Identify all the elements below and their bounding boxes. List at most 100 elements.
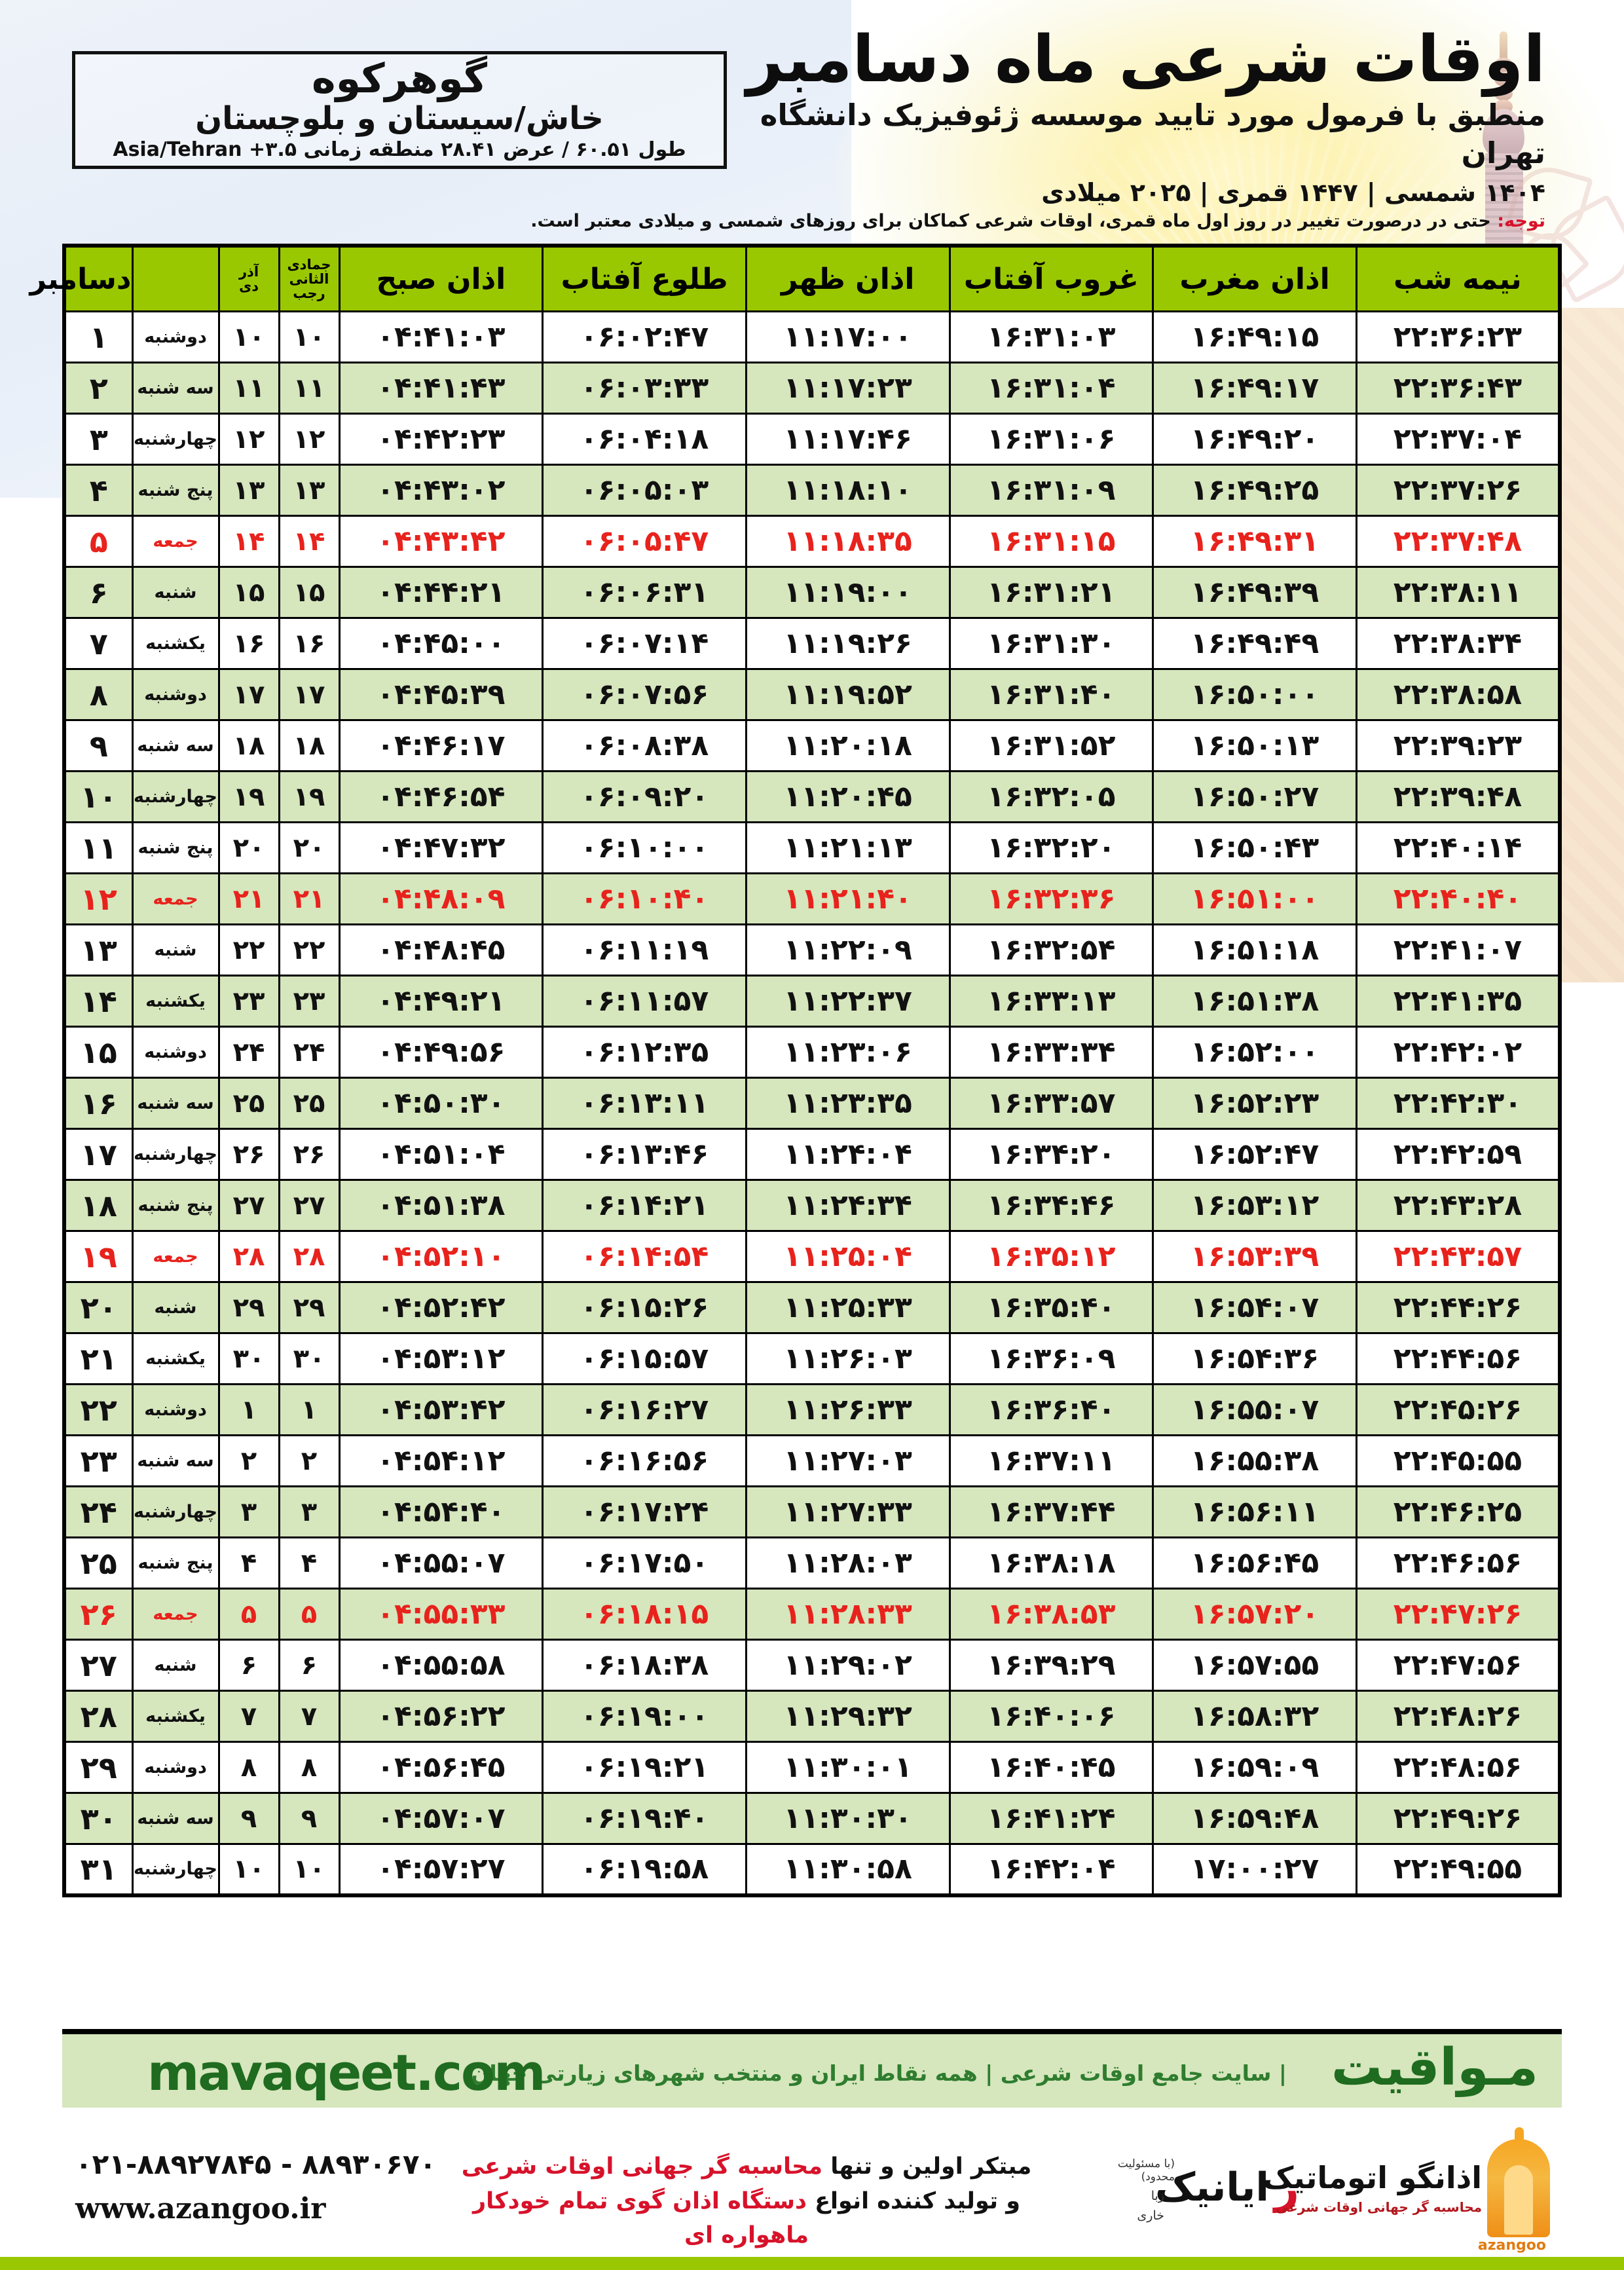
cell-shamsi: ۲ bbox=[217, 1434, 280, 1487]
cell-fajr: ۰۴:۵۱:۳۸ bbox=[338, 1179, 544, 1232]
cell-dhuhr: ۱۱:۲۰:۱۸ bbox=[745, 719, 951, 772]
cell-hijri: ۲۱ bbox=[278, 872, 341, 925]
cell-fajr: ۰۴:۵۵:۵۸ bbox=[338, 1639, 544, 1692]
cell-hijri: ۱۰ bbox=[278, 310, 341, 363]
cell-maghrib: ۱۶:۵۱:۰۰ bbox=[1152, 872, 1357, 925]
cell-fajr: ۰۴:۴۹:۵۶ bbox=[338, 1026, 544, 1079]
cell-weekday: پنج شنبه bbox=[131, 464, 220, 517]
cell-shamsi: ۳۰ bbox=[217, 1332, 280, 1385]
cell-maghrib: ۱۶:۴۹:۱۷ bbox=[1152, 362, 1357, 415]
cell-fajr: ۰۴:۵۲:۴۲ bbox=[338, 1281, 544, 1334]
cell-midnight: ۲۲:۳۶:۴۳ bbox=[1355, 362, 1561, 415]
cell-sunset: ۱۶:۳۷:۱۱ bbox=[948, 1434, 1154, 1487]
cell-dhuhr: ۱۱:۳۰:۰۱ bbox=[745, 1741, 951, 1794]
cell-dhuhr: ۱۱:۲۹:۳۲ bbox=[745, 1690, 951, 1743]
cell-maghrib: ۱۶:۴۹:۳۹ bbox=[1152, 566, 1357, 619]
cell-sunrise: ۰۶:۰۸:۳۸ bbox=[542, 719, 747, 772]
cell-shamsi: ۲۵ bbox=[217, 1077, 280, 1130]
cell-sunset: ۱۶:۳۳:۵۷ bbox=[948, 1077, 1154, 1130]
col-header-maghrib: اذان مغرب bbox=[1152, 244, 1357, 312]
cell-hijri: ۲۵ bbox=[278, 1077, 341, 1130]
cell-fajr: ۰۴:۵۰:۳۰ bbox=[338, 1077, 544, 1130]
cell-sunrise: ۰۶:۱۸:۳۸ bbox=[542, 1639, 747, 1692]
cell-weekday: شنبه bbox=[131, 566, 220, 619]
cell-hijri: ۱۱ bbox=[278, 362, 341, 415]
table-row: ۲۲:۴۵:۵۵ ۱۶:۵۵:۳۸ ۱۶:۳۷:۱۱ ۱۱:۲۷:۰۳ ۰۶:۱۶:۵۶… bbox=[63, 1434, 1561, 1487]
table-row: ۲۲:۴۹:۵۵ ۱۷:۰۰:۲۷ ۱۶:۴۲:۰۴ ۱۱:۳۰:۵۸ ۰۶:۱۹:۵۸… bbox=[63, 1843, 1561, 1896]
cell-sunrise: ۰۶:۱۶:۲۷ bbox=[542, 1383, 747, 1436]
cell-midnight: ۲۲:۴۴:۲۶ bbox=[1355, 1281, 1561, 1334]
cell-fajr: ۰۴:۴۹:۲۱ bbox=[338, 975, 544, 1028]
cell-gregorian: ۱ bbox=[63, 310, 134, 363]
cell-maghrib: ۱۶:۵۱:۱۸ bbox=[1152, 923, 1357, 977]
cell-sunset: ۱۶:۴۱:۲۴ bbox=[948, 1792, 1154, 1845]
cell-sunset: ۱۶:۳۷:۴۴ bbox=[948, 1485, 1154, 1538]
cell-midnight: ۲۲:۴۲:۰۲ bbox=[1355, 1026, 1561, 1079]
cell-shamsi: ۸ bbox=[217, 1741, 280, 1794]
cell-weekday: سه شنبه bbox=[131, 719, 220, 772]
cell-fajr: ۰۴:۵۳:۱۲ bbox=[338, 1332, 544, 1385]
cell-dhuhr: ۱۱:۲۲:۰۹ bbox=[745, 923, 951, 977]
cell-maghrib: ۱۶:۵۰:۰۰ bbox=[1152, 668, 1357, 721]
cell-dhuhr: ۱۱:۲۷:۰۳ bbox=[745, 1434, 951, 1487]
azangoo-logo: اذانگو اتوماتیک محاسبه گر جهانی اوقات شر… bbox=[1263, 2127, 1555, 2254]
cell-sunset: ۱۶:۳۱:۰۳ bbox=[948, 310, 1154, 363]
cell-weekday: دوشنبه bbox=[131, 1383, 220, 1436]
cell-sunset: ۱۶:۳۲:۰۵ bbox=[948, 770, 1154, 823]
phone-number: ۰۲۱-۸۸۹۲۷۸۴۵ - ۸۸۹۳۰۶۷۰ bbox=[75, 2148, 437, 2180]
cell-sunrise: ۰۶:۱۰:۰۰ bbox=[542, 821, 747, 874]
cell-midnight: ۲۲:۴۹:۲۶ bbox=[1355, 1792, 1561, 1845]
cell-hijri: ۱۶ bbox=[278, 617, 341, 670]
cell-hijri: ۱۸ bbox=[278, 719, 341, 772]
cell-dhuhr: ۱۱:۲۳:۰۶ bbox=[745, 1026, 951, 1079]
cell-sunset: ۱۶:۳۲:۵۴ bbox=[948, 923, 1154, 977]
mavaqeet-domain-link[interactable]: mavaqeet.com bbox=[147, 2043, 545, 2102]
table-body: ۲۲:۳۶:۲۳ ۱۶:۴۹:۱۵ ۱۶:۳۱:۰۳ ۱۱:۱۷:۰۰ ۰۶:۰۲:۴۷… bbox=[63, 310, 1561, 1896]
cell-weekday: سه شنبه bbox=[131, 1792, 220, 1845]
cell-sunrise: ۰۶:۱۹:۵۸ bbox=[542, 1843, 747, 1896]
cell-gregorian: ۳۱ bbox=[63, 1843, 134, 1896]
note-text: حتی در درصورت تغییر در روز اول ماه قمری،… bbox=[530, 211, 1491, 231]
mavaqeet-brand: مـواقیت bbox=[1331, 2038, 1538, 2097]
cell-fajr: ۰۴:۵۵:۰۷ bbox=[338, 1536, 544, 1590]
slogan-line-2-pre: و تولید کننده انواع bbox=[806, 2187, 1020, 2214]
cell-maghrib: ۱۶:۵۲:۲۳ bbox=[1152, 1077, 1357, 1130]
cell-sunset: ۱۶:۳۲:۲۰ bbox=[948, 821, 1154, 874]
cell-shamsi: ۵ bbox=[217, 1588, 280, 1641]
cell-sunrise: ۰۶:۰۳:۳۳ bbox=[542, 362, 747, 415]
calendar-years: ۱۴۰۴ شمسی | ۱۴۴۷ قمری | ۲۰۲۵ میلادی bbox=[1041, 177, 1545, 207]
cell-weekday: دوشنبه bbox=[131, 1026, 220, 1079]
cell-weekday: شنبه bbox=[131, 1281, 220, 1334]
cell-hijri: ۲۶ bbox=[278, 1128, 341, 1181]
cell-maghrib: ۱۶:۴۹:۳۱ bbox=[1152, 515, 1357, 568]
cell-dhuhr: ۱۱:۲۱:۴۰ bbox=[745, 872, 951, 925]
table-row: ۲۲:۴۲:۳۰ ۱۶:۵۲:۲۳ ۱۶:۳۳:۵۷ ۱۱:۲۳:۳۵ ۰۶:۱۳:۱۱… bbox=[63, 1077, 1561, 1130]
cell-gregorian: ۴ bbox=[63, 464, 134, 517]
cell-sunrise: ۰۶:۱۳:۱۱ bbox=[542, 1077, 747, 1130]
cell-shamsi: ۲۲ bbox=[217, 923, 280, 977]
col-header-midnight: نیمه شب bbox=[1355, 244, 1561, 312]
cell-gregorian: ۲۸ bbox=[63, 1690, 134, 1743]
cell-dhuhr: ۱۱:۲۱:۱۳ bbox=[745, 821, 951, 874]
cell-maghrib: ۱۶:۴۹:۲۵ bbox=[1152, 464, 1357, 517]
table-row: ۲۲:۴۰:۱۴ ۱۶:۵۰:۴۳ ۱۶:۳۲:۲۰ ۱۱:۲۱:۱۳ ۰۶:۱۰:۰۰… bbox=[63, 821, 1561, 874]
cell-gregorian: ۱۳ bbox=[63, 923, 134, 977]
cell-sunset: ۱۶:۳۵:۴۰ bbox=[948, 1281, 1154, 1334]
cell-shamsi: ۱۶ bbox=[217, 617, 280, 670]
cell-weekday: پنج شنبه bbox=[131, 821, 220, 874]
cell-shamsi: ۱۵ bbox=[217, 566, 280, 619]
cell-midnight: ۲۲:۳۹:۲۳ bbox=[1355, 719, 1561, 772]
azangoo-website-link[interactable]: www.azangoo.ir bbox=[75, 2192, 326, 2225]
cell-shamsi: ۱ bbox=[217, 1383, 280, 1436]
slogan-line-1: مبتکر اولین و تنها محاسبه گر جهانی اوقات… bbox=[458, 2149, 1035, 2184]
cell-dhuhr: ۱۱:۲۶:۳۳ bbox=[745, 1383, 951, 1436]
cell-sunset: ۱۶:۳۱:۲۱ bbox=[948, 566, 1154, 619]
cell-shamsi: ۲۱ bbox=[217, 872, 280, 925]
cell-midnight: ۲۲:۳۶:۲۳ bbox=[1355, 310, 1561, 363]
col-header-hijri-bottom: رجب bbox=[293, 286, 325, 302]
cell-midnight: ۲۲:۴۰:۱۴ bbox=[1355, 821, 1561, 874]
cell-gregorian: ۱۰ bbox=[63, 770, 134, 823]
cell-gregorian: ۲۵ bbox=[63, 1536, 134, 1590]
table-row: ۲۲:۴۱:۰۷ ۱۶:۵۱:۱۸ ۱۶:۳۲:۵۴ ۱۱:۲۲:۰۹ ۰۶:۱۱:۱۹… bbox=[63, 923, 1561, 977]
